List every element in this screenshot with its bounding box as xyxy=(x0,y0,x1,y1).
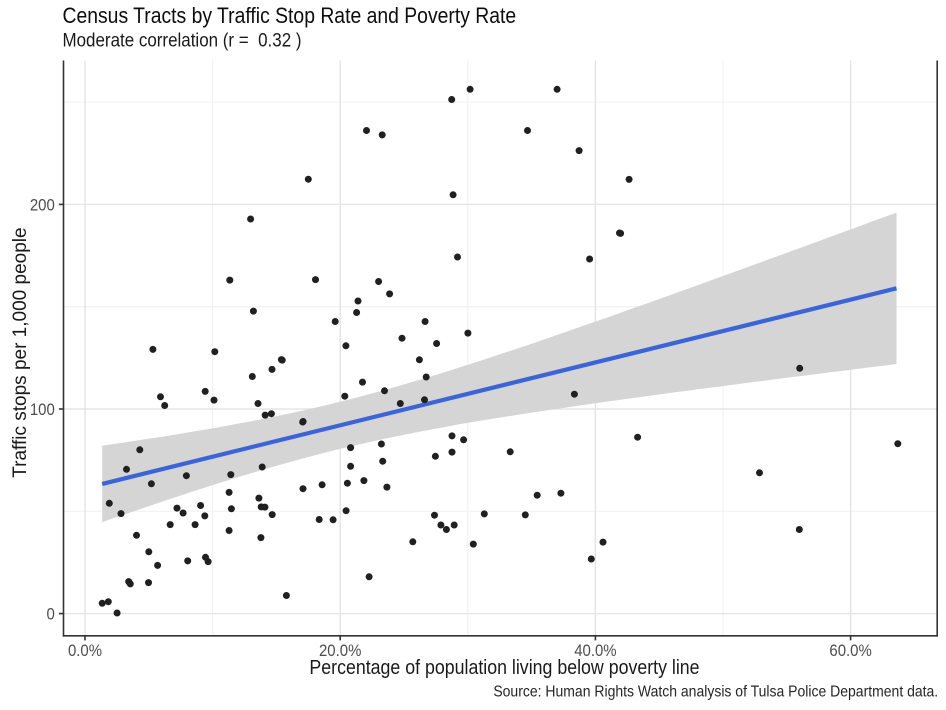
svg-text:100: 100 xyxy=(30,401,55,419)
svg-text:Percentage of population livin: Percentage of population living below po… xyxy=(309,657,699,679)
svg-text:Census Tracts by Traffic Stop: Census Tracts by Traffic Stop Rate and P… xyxy=(62,4,516,28)
svg-text:Source: Human Rights Watch ana: Source: Human Rights Watch analysis of T… xyxy=(493,683,938,701)
svg-text:0: 0 xyxy=(46,606,54,624)
svg-text:40.0%: 40.0% xyxy=(574,642,616,660)
svg-text:200: 200 xyxy=(30,197,55,215)
svg-text:0.0%: 0.0% xyxy=(68,642,102,660)
svg-text:20.0%: 20.0% xyxy=(319,642,361,660)
svg-text:60.0%: 60.0% xyxy=(829,642,871,660)
svg-text:Moderate correlation (r = 0.3: Moderate correlation (r = 0.32 ) xyxy=(62,29,301,50)
svg-text:Traffic stops per 1,000 people: Traffic stops per 1,000 people xyxy=(10,227,31,477)
